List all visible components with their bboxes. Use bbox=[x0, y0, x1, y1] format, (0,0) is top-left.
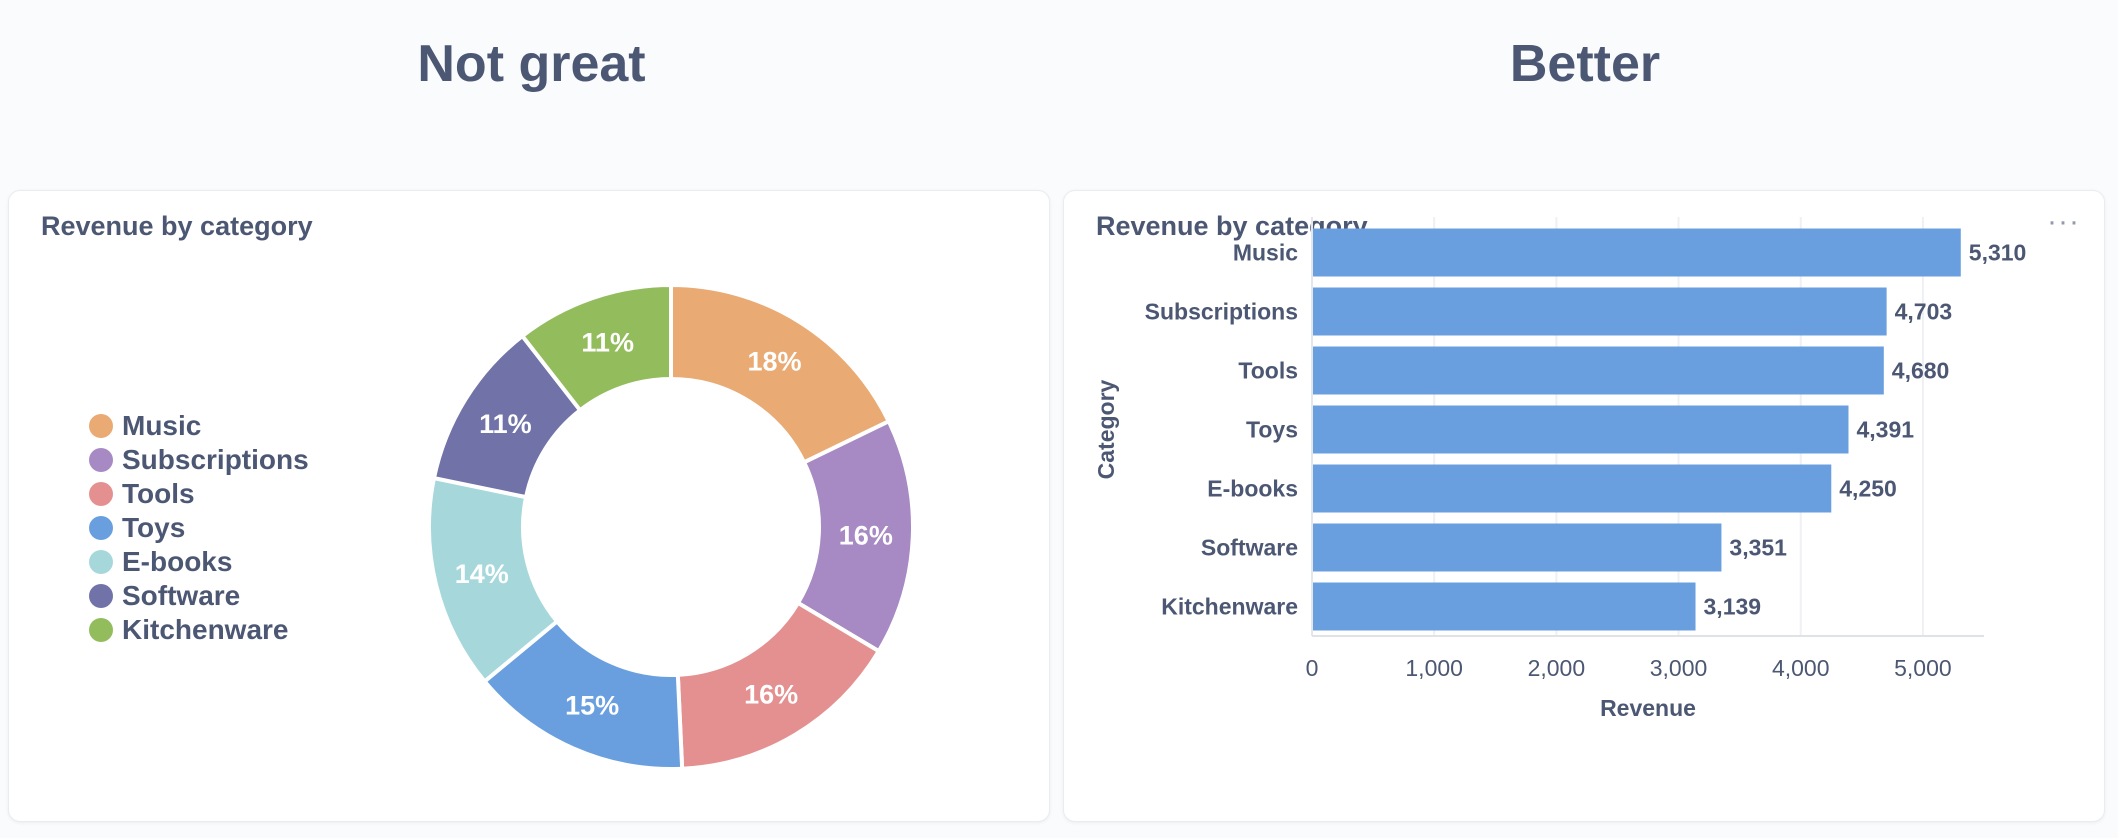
bar-value-label: 4,703 bbox=[1895, 299, 1953, 325]
legend-item-tools[interactable]: Tools bbox=[89, 477, 309, 511]
more-horizontal-icon[interactable]: ··· bbox=[2047, 205, 2080, 238]
legend-label: Kitchenware bbox=[122, 614, 289, 645]
bar-value-label: 4,680 bbox=[1892, 358, 1950, 384]
bar-software[interactable] bbox=[1313, 523, 1722, 572]
x-tick-label: 4,000 bbox=[1772, 655, 1830, 681]
slice-percent-label: 18% bbox=[747, 347, 801, 377]
x-axis-title: Revenue bbox=[1600, 695, 1696, 721]
bar-subscriptions[interactable] bbox=[1313, 287, 1887, 336]
legend-item-music[interactable]: Music bbox=[89, 409, 309, 443]
y-tick-label: Kitchenware bbox=[1161, 594, 1298, 620]
x-tick-label: 3,000 bbox=[1650, 655, 1708, 681]
bar-toys[interactable] bbox=[1313, 405, 1849, 454]
legend-label: Toys bbox=[122, 512, 186, 543]
legend-label: Tools bbox=[122, 478, 195, 509]
heading-better: Better bbox=[1509, 35, 1661, 93]
bar-value-label: 4,391 bbox=[1857, 417, 1915, 443]
y-tick-label: E-books bbox=[1207, 476, 1298, 502]
legend-dot bbox=[89, 448, 113, 472]
legend-dot bbox=[89, 584, 113, 608]
slice-percent-label: 14% bbox=[455, 559, 509, 589]
bar-tools[interactable] bbox=[1313, 346, 1884, 395]
bar-value-label: 5,310 bbox=[1969, 240, 2027, 266]
legend-item-toys[interactable]: Toys bbox=[89, 511, 309, 545]
donut-chart-card: Revenue by category Music Subscriptions To… bbox=[8, 190, 1050, 822]
legend-dot bbox=[89, 482, 113, 506]
y-tick-label: Music bbox=[1233, 240, 1298, 266]
legend-dot bbox=[89, 550, 113, 574]
legend-item-subscriptions[interactable]: Subscriptions bbox=[89, 443, 309, 477]
legend-label: Software bbox=[122, 580, 241, 611]
chart-legend: Music Subscriptions Tools Toys E-books Softwa… bbox=[89, 409, 309, 647]
slice-percent-label: 15% bbox=[565, 690, 619, 720]
legend-item-e-books[interactable]: E-books bbox=[89, 545, 309, 579]
y-tick-label: Subscriptions bbox=[1145, 299, 1298, 325]
x-tick-label: 0 bbox=[1306, 655, 1319, 681]
legend-label: E-books bbox=[122, 546, 233, 577]
legend-label: Subscriptions bbox=[122, 444, 309, 475]
x-tick-label: 5,000 bbox=[1894, 655, 1952, 681]
legend-item-software[interactable]: Software bbox=[89, 579, 309, 613]
heading-not-great: Not great bbox=[417, 35, 646, 93]
donut-chart: 18% 16% 16% 15% 14% 11% 11% bbox=[427, 282, 915, 771]
bar-value-label: 3,139 bbox=[1704, 594, 1762, 620]
legend-label: Music bbox=[122, 410, 202, 441]
y-tick-label: Software bbox=[1201, 535, 1298, 561]
card-title[interactable]: Revenue by category bbox=[41, 211, 313, 241]
legend-item-kitchenware[interactable]: Kitchenware bbox=[89, 613, 309, 647]
legend-dot bbox=[89, 414, 113, 438]
bar-chart: 0 1,000 2,000 3,000 4,000 5,000 Music 5,310 Subs… bbox=[1093, 217, 2027, 721]
slice-percent-label: 16% bbox=[839, 520, 893, 550]
slice-percent-label: 16% bbox=[744, 679, 798, 709]
slice-percent-label: 11% bbox=[581, 328, 634, 358]
y-axis-title: Category bbox=[1093, 379, 1119, 479]
x-tick-label: 1,000 bbox=[1405, 655, 1463, 681]
bar-e-books[interactable] bbox=[1313, 464, 1832, 513]
bar-music[interactable] bbox=[1313, 228, 1961, 277]
x-tick-label: 2,000 bbox=[1528, 655, 1586, 681]
slice-percent-label: 11% bbox=[479, 409, 532, 439]
legend-dot bbox=[89, 516, 113, 540]
legend-dot bbox=[89, 618, 113, 642]
bar-kitchenware[interactable] bbox=[1313, 582, 1696, 631]
y-tick-label: Tools bbox=[1238, 358, 1298, 384]
donut-slice-kitchenware[interactable] bbox=[519, 282, 673, 414]
bar-chart-card: Revenue by category ··· 0 1,000 2,000 3,000… bbox=[1063, 190, 2105, 822]
bar-value-label: 3,351 bbox=[1729, 535, 1787, 561]
bar-value-label: 4,250 bbox=[1839, 476, 1897, 502]
y-tick-label: Toys bbox=[1246, 417, 1298, 443]
